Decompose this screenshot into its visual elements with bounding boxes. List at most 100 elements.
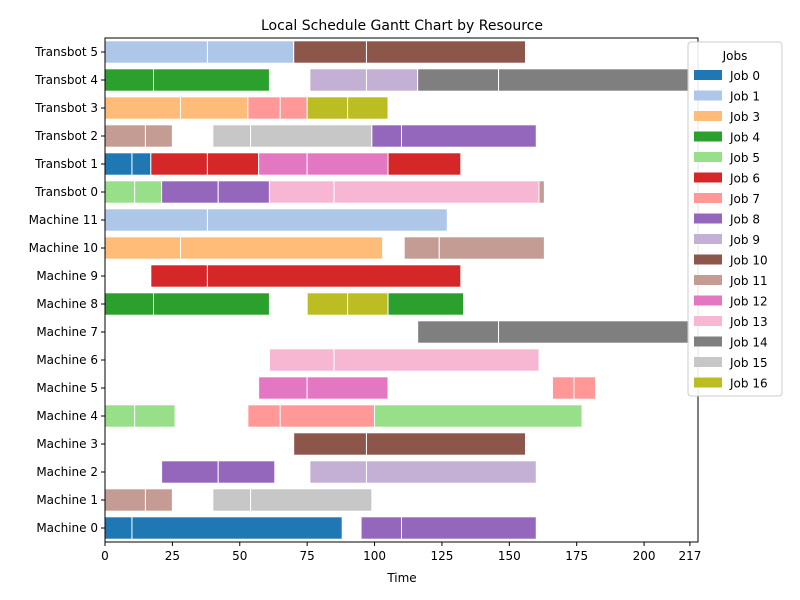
task-bar-machine-5-job-7 (551, 376, 575, 400)
task-bar-machine-2-job-8 (161, 460, 219, 484)
task-bar-machine-7-job-14 (498, 320, 691, 344)
task-bar-transbot-2-job-15 (212, 124, 252, 148)
task-bar-machine-3-job-10 (293, 432, 367, 456)
task-bar-machine-3-job-10 (365, 432, 526, 456)
task-bar-transbot-4-job-9 (309, 68, 367, 92)
task-bar-machine-1-job-11 (104, 488, 146, 512)
task-bar-machine-10-job-3 (104, 236, 181, 260)
task-bar-transbot-3-job-7 (279, 96, 308, 120)
legend-label-job-6: Job 6 (729, 172, 760, 186)
task-bar-machine-5-job-12 (306, 376, 389, 400)
legend-swatch-job-6 (694, 172, 722, 183)
y-tick-label: Transbot 1 (34, 157, 98, 171)
task-bar-transbot-2-job-11 (144, 124, 173, 148)
legend-label-job-14: Job 14 (729, 336, 768, 350)
x-tick-label: 75 (300, 549, 315, 563)
legend-swatch-job-13 (694, 316, 722, 326)
legend-label-job-15: Job 15 (729, 356, 768, 370)
task-bar-machine-2-job-9 (309, 460, 367, 484)
task-bar-transbot-0-job-5 (134, 180, 163, 204)
x-tick-label: 200 (633, 549, 656, 563)
task-bar-machine-8-job-4 (153, 292, 270, 316)
task-bar-machine-1-job-15 (250, 488, 373, 512)
legend-label-job-0: Job 0 (729, 69, 760, 83)
task-bar-transbot-0-job-13 (333, 180, 540, 204)
task-bar-transbot-3-job-16 (347, 96, 389, 120)
task-bar-transbot-5-job-10 (365, 40, 526, 64)
y-tick-label: Transbot 3 (34, 101, 98, 115)
x-tick-label: 25 (165, 549, 180, 563)
task-bar-transbot-1-job-0 (104, 152, 133, 176)
legend-swatch-job-0 (694, 70, 722, 80)
y-tick-label: Transbot 4 (34, 73, 98, 87)
task-bar-transbot-1-job-6 (150, 152, 208, 176)
task-bar-transbot-5-job-1 (206, 40, 295, 64)
task-bar-machine-6-job-13 (333, 348, 540, 372)
task-bar-machine-2-job-9 (365, 460, 537, 484)
task-bar-transbot-0-job-5 (104, 180, 136, 204)
task-bar-machine-0-job-0 (104, 516, 133, 540)
y-tick-label: Machine 10 (29, 241, 98, 255)
x-tick-label: 0 (101, 549, 109, 563)
legend-label-job-16: Job 16 (729, 377, 768, 391)
chart-title: Local Schedule Gantt Chart by Resource (261, 18, 543, 34)
legend-swatch-job-10 (694, 254, 722, 265)
legend-label-job-9: Job 9 (729, 233, 760, 247)
task-bar-machine-4-job-7 (279, 404, 376, 428)
x-axis-label: Time (386, 571, 416, 585)
task-bar-machine-7-job-14 (417, 320, 500, 344)
task-bar-transbot-1-job-6 (387, 152, 462, 176)
x-tick-label: 50 (232, 549, 247, 563)
task-bar-transbot-0-job-13 (268, 180, 335, 204)
task-bar-machine-8-job-16 (347, 292, 389, 316)
task-bar-transbot-5-job-1 (104, 40, 208, 64)
legend-swatch-job-1 (694, 90, 722, 101)
legend-swatch-job-7 (694, 193, 722, 203)
y-tick-label: Machine 3 (36, 437, 98, 451)
y-tick-label: Machine 1 (36, 493, 98, 507)
task-bar-machine-5-job-12 (258, 376, 308, 400)
task-bar-machine-8-job-4 (387, 292, 464, 316)
y-tick-label: Machine 5 (36, 381, 98, 395)
task-bar-transbot-4-job-14 (498, 68, 691, 92)
legend-label-job-8: Job 8 (729, 213, 760, 227)
legend-swatch-job-11 (694, 275, 722, 285)
task-bar-transbot-4-job-4 (153, 68, 270, 92)
task-bar-machine-6-job-13 (268, 348, 335, 372)
legend-swatch-job-8 (694, 213, 722, 224)
task-bar-transbot-3-job-16 (306, 96, 349, 120)
task-bar-transbot-3-job-3 (104, 96, 181, 120)
task-bar-machine-2-job-8 (217, 460, 276, 484)
legend-swatch-job-12 (694, 295, 722, 306)
legend-label-job-10: Job 10 (729, 254, 768, 268)
task-bar-transbot-1-job-12 (258, 152, 308, 176)
task-bar-machine-1-job-15 (212, 488, 252, 512)
task-bar-transbot-2-job-11 (104, 124, 146, 148)
bars-layer (104, 40, 691, 540)
y-tick-label: Machine 8 (36, 297, 98, 311)
task-bar-machine-8-job-4 (104, 292, 155, 316)
legend-swatch-job-9 (694, 234, 722, 244)
legend-swatch-job-5 (694, 152, 722, 162)
task-bar-transbot-5-job-10 (293, 40, 367, 64)
y-tick-label: Machine 4 (36, 409, 98, 423)
legend-label-job-4: Job 4 (729, 131, 760, 145)
task-bar-transbot-0-job-8 (161, 180, 219, 204)
axes-layer: Machine 0 Machine 1 Machine 2 Machine 3 Mach… (29, 37, 701, 563)
x-tick-label: 125 (430, 549, 453, 563)
task-bar-machine-8-job-16 (306, 292, 349, 316)
y-tick-label: Machine 0 (36, 521, 98, 535)
task-bar-transbot-3-job-7 (247, 96, 281, 120)
task-bar-machine-4-job-5 (134, 404, 176, 428)
y-tick-label: Machine 9 (36, 269, 98, 283)
legend-label-job-1: Job 1 (729, 90, 760, 104)
task-bar-transbot-4-job-9 (365, 68, 419, 92)
task-bar-machine-4-job-7 (247, 404, 281, 428)
y-tick-label: Machine 7 (36, 325, 98, 339)
legend: Jobs Job 0 Job 1 Job 3 Job 4 Job 5 Job 6 Job 7 J… (687, 41, 783, 397)
legend-swatch-job-14 (694, 336, 722, 347)
task-bar-machine-11-job-1 (104, 208, 208, 232)
legend-label-job-12: Job 12 (729, 295, 768, 309)
task-bar-machine-4-job-5 (374, 404, 583, 428)
